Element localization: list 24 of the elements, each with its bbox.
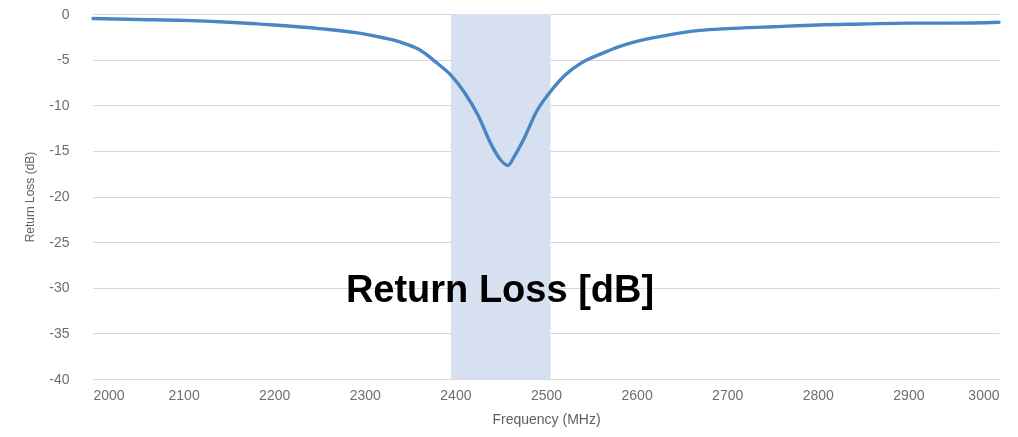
y-tick-label: -10 [49, 96, 70, 113]
x-tick-label: 2600 [621, 386, 653, 403]
y-tick-label: -35 [49, 324, 70, 341]
x-tick-label: 2400 [440, 386, 472, 403]
x-tick-label: 2800 [802, 386, 835, 403]
y-tick-label: -40 [49, 370, 70, 387]
x-axis-title: Frequency (MHz) [492, 410, 601, 427]
y-tick-label: -20 [49, 188, 70, 204]
x-tick-label: 2200 [259, 386, 291, 403]
y-tick-label: -25 [49, 233, 70, 250]
y-tick-label: -30 [49, 279, 70, 296]
x-tick-label: 2900 [893, 386, 925, 403]
x-tick-label: 2300 [349, 386, 382, 403]
x-tick-label: 2100 [168, 386, 200, 403]
y-tick-label: -5 [57, 51, 70, 68]
y-tick-label: -15 [49, 142, 70, 159]
x-tick-label: 2000 [93, 386, 125, 403]
x-tick-label: 2500 [530, 386, 563, 403]
text: Return Loss [dB] [345, 268, 655, 310]
y-tick-label: 0 [61, 5, 70, 22]
x-tick-label: 2700 [712, 386, 744, 403]
line-series [91, 16, 1001, 168]
x-tick-label: 3000 [968, 386, 1000, 403]
y-axis-title: Return Loss (dB) [23, 151, 38, 243]
